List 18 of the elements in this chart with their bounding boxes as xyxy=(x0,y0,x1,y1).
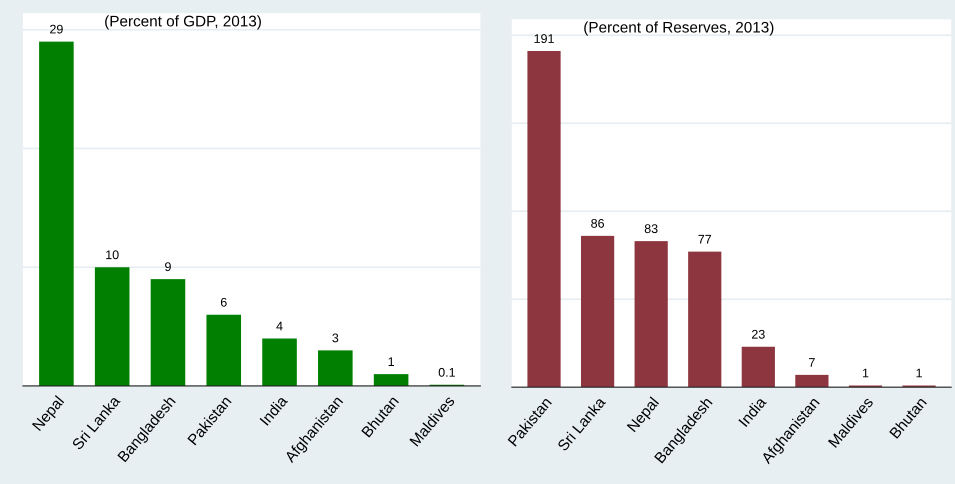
chart-title: (Percent of Reserves, 2013) xyxy=(584,21,774,36)
data-label: 83 xyxy=(644,224,658,234)
data-label: 1 xyxy=(862,368,868,378)
data-label: 3 xyxy=(332,333,338,342)
data-label: 1 xyxy=(388,357,394,366)
data-label: 86 xyxy=(591,218,604,228)
data-label: 29 xyxy=(50,24,63,34)
data-label: 7 xyxy=(809,358,815,367)
data-label: 77 xyxy=(698,234,712,244)
data-label: 10 xyxy=(106,250,119,260)
data-label: 4 xyxy=(276,322,283,330)
data-label: 1 xyxy=(916,368,922,378)
data-label: 0.1 xyxy=(438,368,455,377)
data-label: 6 xyxy=(220,298,227,307)
data-label: 23 xyxy=(752,330,765,339)
data-label: 191 xyxy=(534,34,554,44)
chart-title: (Percent of GDP, 2013) xyxy=(105,15,261,30)
data-label: 9 xyxy=(165,262,171,272)
